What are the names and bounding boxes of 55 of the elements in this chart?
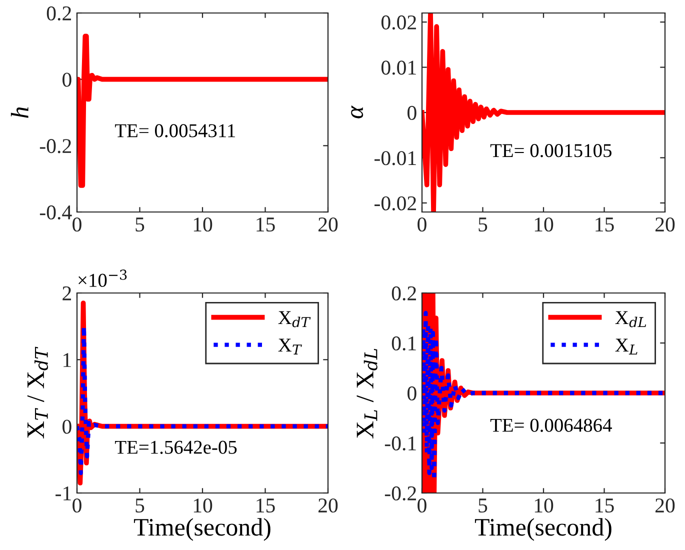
x-axis-title: Time(second) bbox=[474, 518, 612, 541]
line-series bbox=[422, 13, 665, 212]
y-tick-label: 0 bbox=[62, 72, 72, 87]
x-tick-label: 10 bbox=[534, 498, 554, 513]
y-tick-label: 1 bbox=[64, 353, 71, 367]
y-tick-label: 0 bbox=[408, 386, 416, 400]
y-tick-label: -0.02 bbox=[374, 196, 416, 210]
legend-label: X$_{dT}$ bbox=[278, 311, 311, 328]
x-tick-label: 15 bbox=[256, 498, 275, 513]
y-tick-label: 0.02 bbox=[381, 15, 416, 30]
line-series bbox=[77, 34, 328, 188]
x-axis-title: Time(second) bbox=[134, 518, 270, 541]
x-tick-label: 5 bbox=[478, 218, 488, 232]
x-tick-label: 15 bbox=[596, 218, 614, 232]
y-tick-label: -0.2 bbox=[40, 139, 71, 154]
annotation: TE= 0.0054311 bbox=[115, 124, 235, 138]
y-axis-title: α bbox=[351, 106, 364, 118]
y-tick-label: 2 bbox=[62, 286, 71, 300]
y-tick-label: 0.2 bbox=[392, 286, 416, 301]
y-axis-title: X$_{L}$ / X$_{dL}$ bbox=[356, 348, 378, 438]
y-tick-label: -1 bbox=[56, 486, 71, 500]
x-tick-label: 0 bbox=[418, 498, 426, 513]
x-tick-label: 10 bbox=[194, 217, 212, 232]
x-tick-label: 10 bbox=[534, 217, 554, 232]
x-tick-label: 20 bbox=[318, 217, 338, 232]
y-tick-label: -0.1 bbox=[384, 436, 416, 451]
annotation: TE= 0.0064864 bbox=[490, 418, 612, 432]
y-tick-label: -0.2 bbox=[384, 486, 416, 501]
x-tick-label: 0 bbox=[72, 498, 82, 513]
x-tick-label: 0 bbox=[72, 217, 82, 232]
x-tick-label: 5 bbox=[136, 498, 144, 513]
x-tick-label: 20 bbox=[318, 498, 338, 513]
y-tick-label: -0.4 bbox=[40, 205, 72, 220]
y-tick-label: 0.01 bbox=[381, 60, 416, 75]
x-tick-label: 15 bbox=[256, 218, 275, 232]
legend-label: X$_{L}$ bbox=[615, 338, 638, 355]
y-axis-title: h bbox=[10, 107, 28, 118]
legend-label: X$_{T}$ bbox=[278, 338, 302, 355]
text: ×10$^{−3}$ bbox=[78, 270, 127, 287]
x-tick-label: 5 bbox=[136, 218, 144, 232]
x-tick-label: 20 bbox=[656, 498, 675, 513]
y-axis-title: X$_{T}$ / X$_{dT}$ bbox=[27, 346, 48, 438]
legend-label: X$_{dL}$ bbox=[615, 311, 646, 328]
y-tick-label: 0 bbox=[408, 106, 416, 120]
y-tick-label: -0.01 bbox=[374, 151, 416, 166]
y-tick-label: 0 bbox=[62, 420, 72, 434]
x-tick-label: 0 bbox=[418, 217, 426, 232]
x-tick-label: 15 bbox=[596, 498, 614, 513]
y-tick-label: 0.1 bbox=[392, 336, 416, 351]
y-tick-label: 0.2 bbox=[46, 6, 71, 21]
x-tick-label: 10 bbox=[194, 498, 212, 513]
annotation: TE= 0.0015105 bbox=[490, 144, 612, 158]
annotation: TE=1.5642e-05 bbox=[115, 440, 237, 454]
x-tick-label: 20 bbox=[656, 217, 675, 232]
x-tick-label: 5 bbox=[478, 498, 488, 513]
